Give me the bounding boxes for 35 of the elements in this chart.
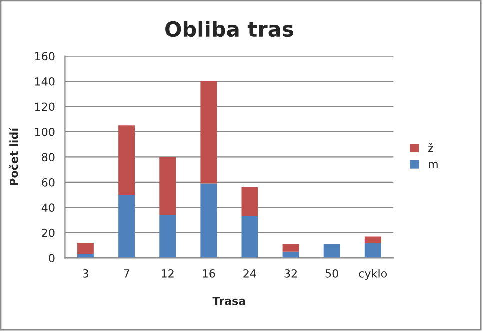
chart-title: Obliba tras — [166, 20, 294, 38]
bar — [242, 188, 258, 217]
bar — [160, 157, 176, 216]
bar — [160, 215, 176, 258]
x-tick-label: cyklo — [359, 269, 388, 280]
x-tick-label: 16 — [203, 269, 216, 278]
y-axis-title: Počet lidí — [9, 128, 18, 186]
bar — [200, 82, 218, 184]
y-tick-label: 80 — [42, 153, 55, 162]
bar — [364, 236, 382, 244]
bar — [242, 216, 258, 258]
y-tick-label: 0 — [49, 254, 55, 263]
x-tick-label: 50 — [326, 269, 338, 278]
x-tick-label: 12 — [162, 269, 174, 278]
bar — [78, 243, 94, 254]
x-tick-label: 3 — [83, 269, 88, 278]
x-axis-title: Trasa — [212, 297, 246, 306]
bar — [364, 243, 382, 258]
y-tick-label: 100 — [35, 128, 55, 136]
legend-label: ž — [428, 143, 434, 152]
x-tick-label: 24 — [244, 269, 256, 278]
y-tick-label: 60 — [42, 178, 55, 187]
y-tick-label: 160 — [35, 52, 55, 61]
x-tick-label: 32 — [284, 269, 297, 278]
y-tick-label: 140 — [35, 77, 55, 86]
bar — [118, 195, 135, 258]
y-tick-label: 40 — [42, 204, 55, 212]
bar — [324, 244, 340, 258]
bar — [118, 126, 135, 196]
bar — [282, 244, 300, 252]
y-tick-label: 20 — [42, 228, 55, 238]
legend-label: m — [429, 162, 438, 168]
bar — [200, 184, 218, 258]
y-tick-label: 120 — [35, 102, 55, 112]
x-tick-label: 7 — [124, 270, 130, 278]
